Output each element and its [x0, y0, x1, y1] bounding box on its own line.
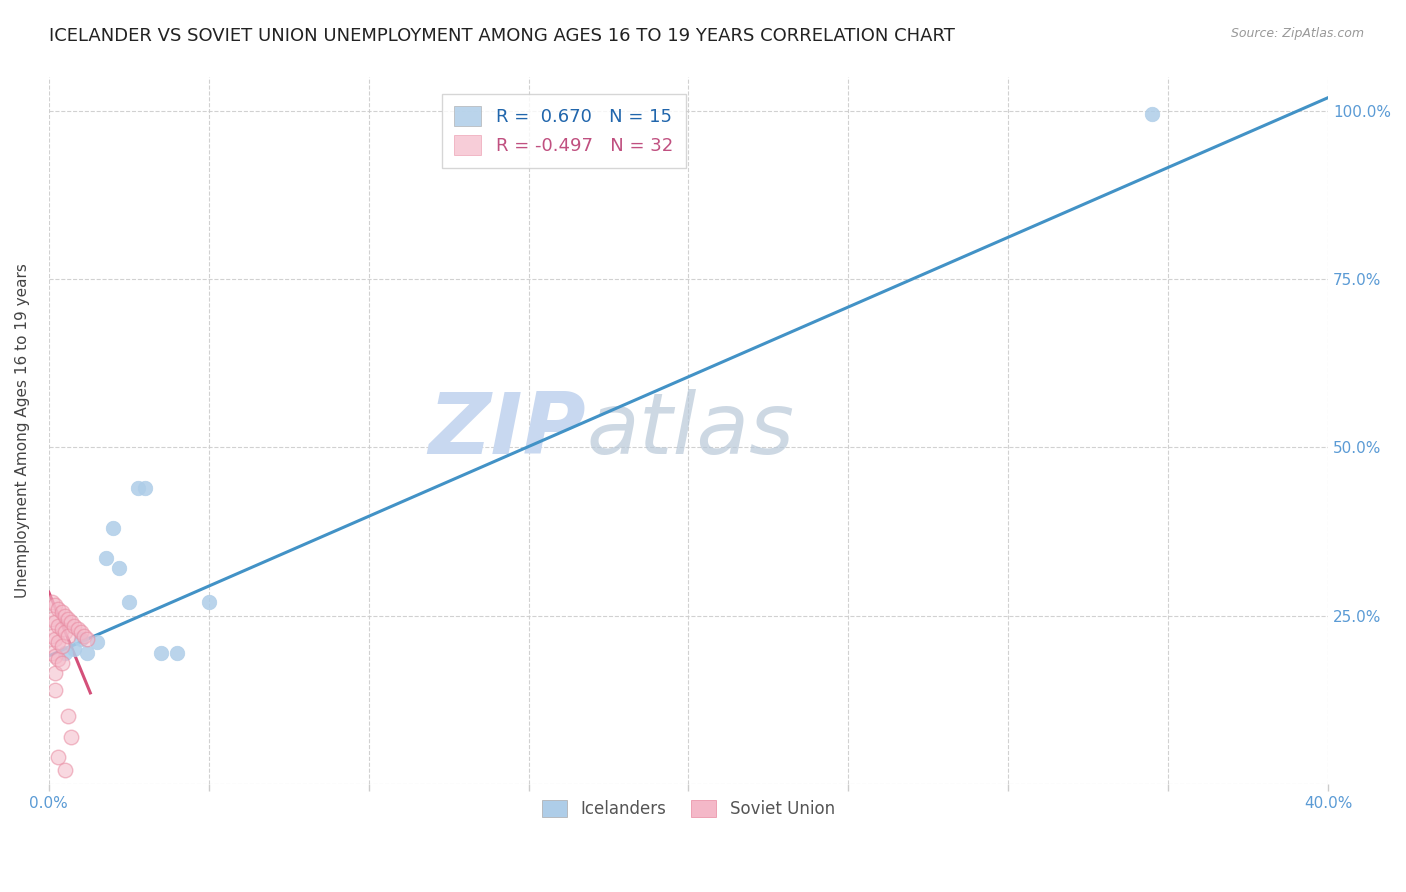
Point — [41, 595, 63, 609]
Point — [46, 652, 69, 666]
Point — [63, 642, 86, 657]
Point — [51, 622, 73, 636]
Point — [41, 612, 63, 626]
Point — [53, 625, 76, 640]
Point — [46, 749, 69, 764]
Point — [69, 625, 91, 640]
Point — [44, 599, 66, 613]
Point — [56, 612, 79, 626]
Point — [197, 595, 219, 609]
Point — [96, 551, 118, 566]
Y-axis label: Unemployment Among Ages 16 to 19 years: Unemployment Among Ages 16 to 19 years — [15, 263, 30, 598]
Point — [44, 682, 66, 697]
Point — [56, 629, 79, 643]
Point — [60, 730, 83, 744]
Point — [44, 632, 66, 646]
Point — [53, 608, 76, 623]
Text: atlas: atlas — [586, 389, 794, 472]
Point — [149, 646, 172, 660]
Point — [73, 629, 96, 643]
Point — [76, 632, 98, 646]
Point — [66, 622, 89, 636]
Point — [118, 595, 141, 609]
Point — [51, 639, 73, 653]
Point — [51, 656, 73, 670]
Point — [46, 618, 69, 632]
Point — [51, 605, 73, 619]
Text: ICELANDER VS SOVIET UNION UNEMPLOYMENT AMONG AGES 16 TO 19 YEARS CORRELATION CHA: ICELANDER VS SOVIET UNION UNEMPLOYMENT A… — [49, 27, 955, 45]
Point — [46, 602, 69, 616]
Point — [134, 481, 156, 495]
Point — [76, 646, 98, 660]
Point — [108, 561, 131, 575]
Point — [56, 709, 79, 723]
Point — [166, 646, 188, 660]
Text: ZIP: ZIP — [429, 389, 586, 472]
Point — [127, 481, 149, 495]
Point — [46, 635, 69, 649]
Point — [53, 646, 76, 660]
Point — [44, 665, 66, 680]
Point — [41, 629, 63, 643]
Legend: Icelanders, Soviet Union: Icelanders, Soviet Union — [536, 793, 841, 825]
Point — [86, 635, 108, 649]
Point — [1142, 107, 1164, 121]
Text: Source: ZipAtlas.com: Source: ZipAtlas.com — [1230, 27, 1364, 40]
Point — [53, 764, 76, 778]
Point — [63, 618, 86, 632]
Point — [41, 646, 63, 660]
Point — [44, 615, 66, 630]
Point — [44, 648, 66, 663]
Point — [101, 521, 124, 535]
Point — [69, 632, 91, 646]
Point — [60, 615, 83, 630]
